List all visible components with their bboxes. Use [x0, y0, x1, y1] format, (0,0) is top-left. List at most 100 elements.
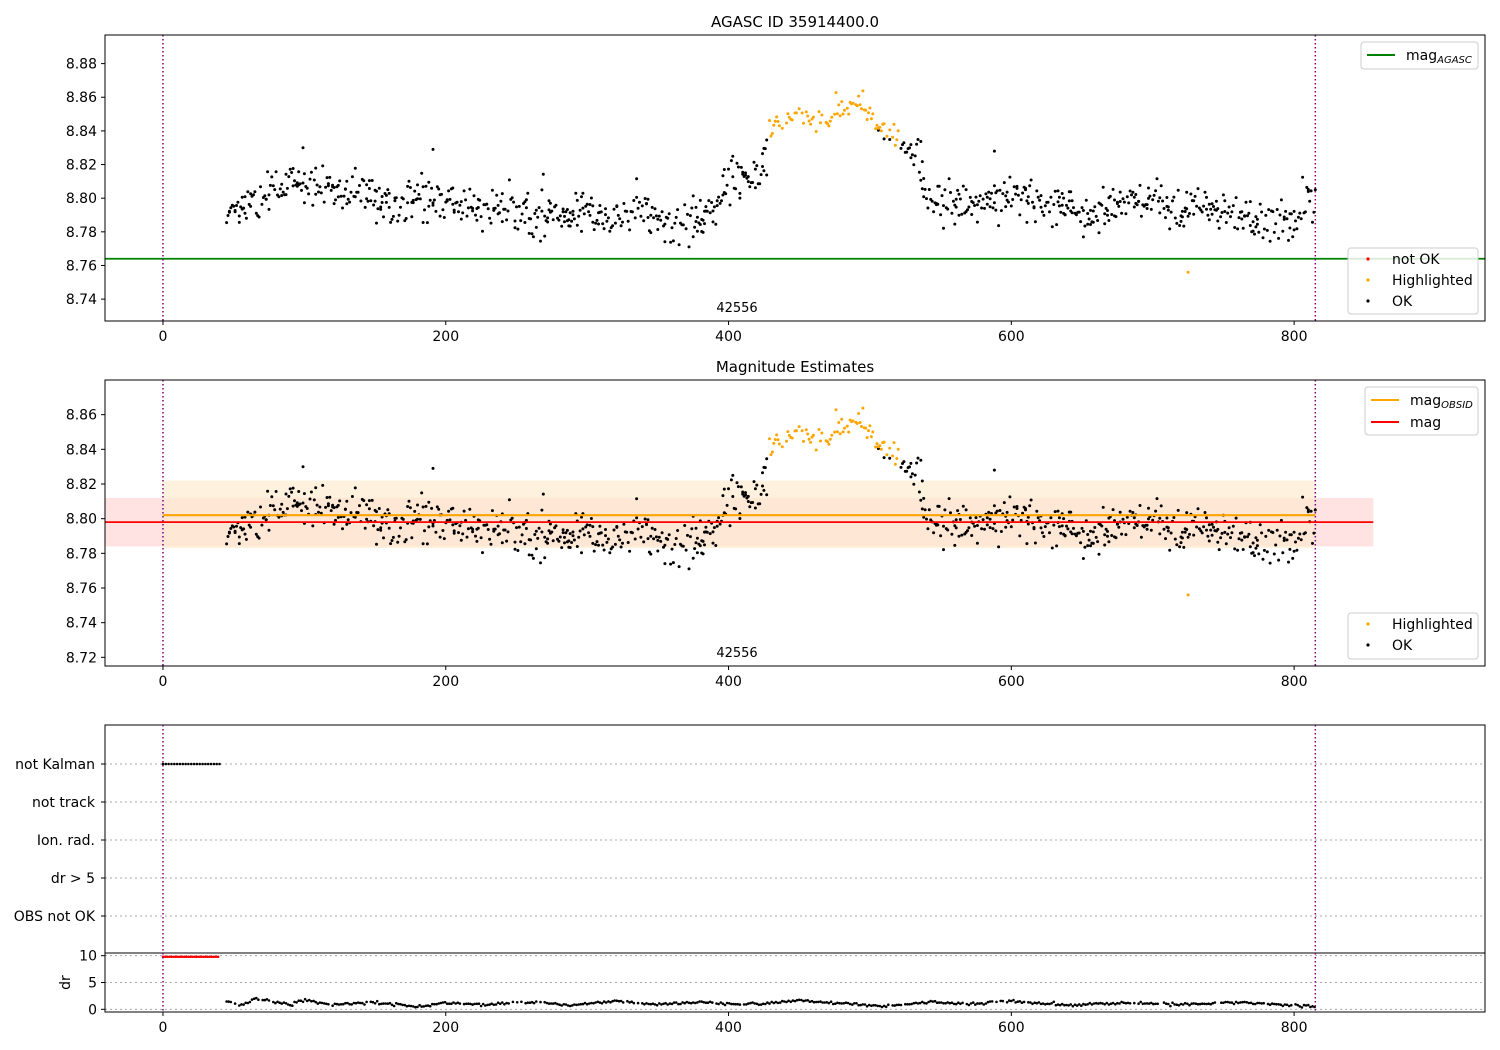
ok-point [988, 526, 992, 530]
dr-high-point [189, 955, 192, 959]
dr-point [774, 1000, 778, 1004]
dr-point [696, 1001, 699, 1004]
ok-point [762, 169, 766, 173]
ok-point [427, 525, 431, 529]
ok-point [1074, 534, 1078, 538]
ok-point [1234, 196, 1238, 200]
ok-point [548, 522, 552, 526]
dr-high-point [182, 955, 186, 959]
ok-point [711, 220, 715, 224]
dr-high-point [202, 955, 205, 959]
dr-point [887, 1003, 890, 1006]
ok-point [584, 525, 588, 529]
ok-point [1004, 525, 1008, 529]
ok-point [519, 540, 523, 544]
ok-point [1162, 527, 1166, 531]
highlighted-point [826, 122, 829, 126]
ok-point [243, 211, 247, 215]
dr-point [233, 1002, 237, 1005]
ok-point [570, 219, 574, 223]
ok-point [353, 195, 357, 199]
dr-point [1186, 1002, 1189, 1006]
ok-point [758, 502, 762, 506]
ok-point [1267, 528, 1271, 532]
ok-point [1165, 196, 1169, 199]
ok-point [557, 218, 561, 222]
ok-point [242, 206, 246, 210]
ok-point [1063, 534, 1067, 538]
ok-point [1168, 548, 1172, 552]
ok-point [728, 203, 732, 207]
ok-point [649, 213, 653, 217]
ok-point [1254, 215, 1258, 219]
ok-point [274, 490, 278, 493]
dr-point [395, 1001, 398, 1005]
ok-point [1243, 535, 1247, 539]
ok-point [534, 547, 538, 551]
ok-point [568, 224, 572, 228]
ok-point [640, 204, 644, 208]
ok-point [481, 229, 484, 233]
ok-point [975, 541, 979, 545]
ok-point [451, 523, 455, 527]
dr-point [352, 1001, 356, 1005]
ok-point [506, 530, 510, 534]
ok-point [565, 528, 569, 532]
legend-label: Highlighted [1392, 273, 1473, 289]
ok-point [937, 184, 941, 188]
ok-point [1192, 212, 1196, 216]
ok-point [488, 216, 492, 220]
ok-point [363, 205, 367, 209]
ok-point [325, 176, 329, 180]
ok-point [1055, 544, 1059, 548]
ok-point [1221, 193, 1225, 197]
ok-point [1094, 535, 1098, 539]
dr-point [1122, 1001, 1125, 1004]
ok-point [1032, 206, 1036, 210]
ok-point [1182, 224, 1186, 228]
dr-point [242, 1003, 245, 1006]
ok-point [927, 508, 931, 512]
dr-point [1105, 1001, 1109, 1005]
ok-point [922, 496, 926, 500]
ok-point [458, 203, 462, 207]
dr-point [1120, 1000, 1123, 1004]
ok-point [336, 183, 340, 187]
ok-point [710, 201, 714, 204]
ok-point [619, 224, 623, 228]
ok-point [997, 224, 1001, 228]
ok-point [546, 220, 550, 224]
dr-point [1249, 1001, 1253, 1005]
ok-point [1032, 527, 1036, 531]
ok-point [1219, 215, 1223, 219]
ok-point [734, 187, 738, 191]
highlighted-point [1186, 593, 1190, 597]
ok-point [636, 206, 640, 210]
ok-point [233, 531, 237, 535]
dr-point [800, 998, 803, 1002]
dr-point [916, 1002, 920, 1005]
ok-point [992, 504, 996, 508]
highlighted-point [869, 117, 873, 121]
ok-point [666, 537, 670, 541]
ok-point [1056, 509, 1060, 513]
ok-point [1207, 539, 1211, 543]
ok-point [1025, 199, 1029, 203]
ok-point [738, 196, 742, 200]
dr-point [1203, 1002, 1206, 1006]
dr-point [863, 1003, 867, 1006]
ok-point [936, 523, 940, 527]
ok-point [570, 541, 574, 544]
y-tick-label: 8.74 [66, 292, 97, 308]
ok-point [1284, 530, 1288, 534]
dr-tick-label: 0 [88, 1002, 97, 1018]
dr-point [1220, 1001, 1223, 1004]
ok-point [266, 170, 270, 174]
ok-point [1210, 533, 1214, 537]
ok-point [991, 206, 995, 210]
ok-point [375, 189, 378, 193]
dr-point [443, 1000, 447, 1004]
ok-point [1066, 527, 1070, 531]
ok-point [656, 538, 660, 542]
ok-point [669, 562, 673, 566]
